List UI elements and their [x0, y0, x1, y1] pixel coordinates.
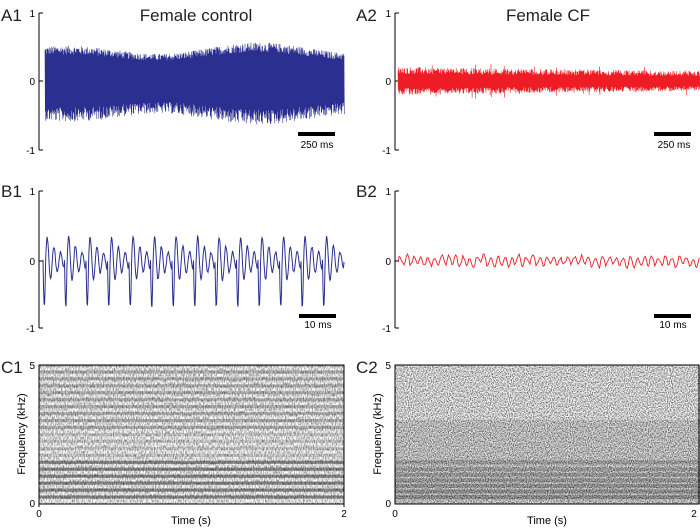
c2-xtick-label-2: 2 — [691, 509, 697, 520]
panel-a1: 1 0 -1 250 ms — [26, 9, 345, 157]
b1-ytick-label-zero: 0 — [29, 257, 35, 268]
panel-b2: 1 0 -1 10 ms — [382, 187, 700, 335]
b2-ytick-label-zero: 0 — [385, 257, 391, 268]
panel-label-b1: B1 — [1, 182, 22, 201]
c1-x-axis-label: Time (s) — [171, 515, 211, 527]
b2-scalebar-label: 10 ms — [659, 320, 686, 331]
column-title-control: Female control — [140, 6, 252, 25]
c1-frame — [38, 364, 345, 505]
c2-x-axis-label: Time (s) — [527, 515, 567, 527]
b2-ytick-label-bottom: -1 — [382, 324, 391, 335]
c1-ytick-label-5: 5 — [29, 361, 35, 372]
panel-label-a2: A2 — [356, 6, 377, 25]
b1-scalebar — [299, 314, 336, 318]
c2-frame — [394, 364, 700, 505]
c2-ytick-label-5: 5 — [385, 361, 391, 372]
a2-ytick-label-bottom: -1 — [382, 146, 391, 157]
panel-c2: 0 2 5 0 Time (s) Frequency (kHz) — [372, 361, 700, 527]
panel-label-a1: A1 — [1, 6, 22, 25]
a1-scalebar-label: 250 ms — [301, 140, 334, 151]
c1-xtick-label-2: 2 — [341, 509, 347, 520]
a1-ytick-label-zero: 0 — [29, 77, 35, 88]
column-title-cf: Female CF — [506, 6, 590, 25]
c2-y-axis-label: Frequency (kHz) — [372, 393, 384, 474]
c2-spectrogram — [395, 365, 700, 504]
c1-xtick-label-0: 0 — [36, 509, 42, 520]
a1-ytick-label-top: 1 — [29, 9, 35, 20]
b2-waveform — [397, 252, 700, 270]
a2-scalebar — [654, 132, 691, 136]
panel-a2: 1 0 -1 250 ms — [382, 9, 700, 157]
c1-spectrogram — [39, 365, 344, 504]
a2-waveform — [397, 64, 700, 99]
c2-xtick-label-0: 0 — [392, 509, 398, 520]
a2-ytick-label-top: 1 — [385, 9, 391, 20]
b1-scalebar-label: 10 ms — [304, 320, 331, 331]
c1-ytick-label-0: 0 — [29, 499, 35, 510]
c2-ytick-label-0: 0 — [385, 499, 391, 510]
b1-ytick-label-bottom: -1 — [26, 324, 35, 335]
panel-c1: 0 2 5 0 Time (s) Frequency (kHz) — [16, 361, 347, 527]
a2-ytick-label-zero: 0 — [385, 77, 391, 88]
a1-waveform — [44, 42, 345, 125]
panel-label-c1: C1 — [1, 358, 23, 377]
b1-waveform — [42, 234, 345, 307]
a2-scalebar-label: 250 ms — [658, 140, 691, 151]
panel-label-c2: C2 — [356, 358, 378, 377]
b2-ytick-label-top: 1 — [385, 187, 391, 198]
panel-label-b2: B2 — [356, 182, 377, 201]
c1-y-axis-label: Frequency (kHz) — [16, 393, 28, 474]
a1-ytick-label-bottom: -1 — [26, 146, 35, 157]
panel-b1: 1 0 -1 10 ms — [26, 187, 345, 335]
b2-scalebar — [654, 314, 691, 318]
a1-scalebar — [298, 132, 335, 136]
b1-ytick-label-top: 1 — [29, 187, 35, 198]
